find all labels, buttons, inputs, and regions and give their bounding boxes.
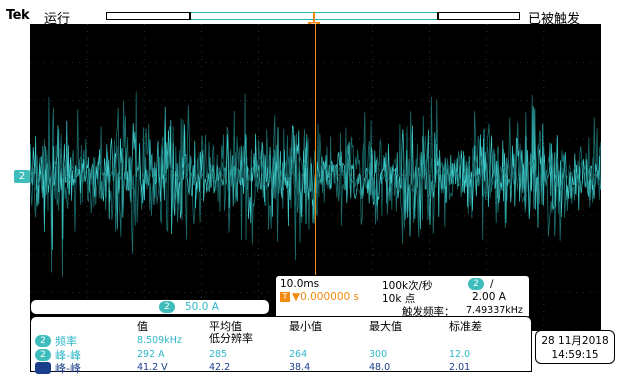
record-length-readout: 10k 点 — [382, 293, 416, 305]
trigger-slope-icon: ∕ — [490, 278, 494, 290]
sample-rate-readout: 100k次/秒 — [382, 280, 433, 292]
meas-row-ch-badge: 2 — [35, 335, 51, 347]
measurements-panel[interactable]: 值 平均值 最小值 最大值 标准差 低分辨率 2 频率 8.509kHz 2 峰… — [30, 316, 532, 375]
channel-scale-panel[interactable]: 2 50.0 A — [30, 299, 270, 315]
run-state-label[interactable]: 运行 — [44, 12, 71, 27]
meas-row-name[interactable]: 峰-峰 — [55, 349, 81, 362]
meas-header-mean: 平均值 — [209, 320, 242, 333]
meas-cell: 264 — [289, 349, 308, 360]
meas-cell: 48.0 — [369, 362, 391, 373]
meas-subheader-lowres: 低分辨率 — [209, 332, 253, 345]
trigger-frequency-label: 触发频率： — [402, 306, 455, 318]
meas-cell: 2.01 — [449, 362, 471, 373]
meas-header-min: 最小值 — [289, 320, 322, 333]
record-bar-ticks — [189, 12, 439, 22]
meas-cell: 292 A — [137, 349, 165, 360]
datetime-display[interactable]: 28 11月2018 14:59:15 — [535, 330, 615, 364]
meas-cell: 38.4 — [289, 362, 311, 373]
meas-row-ch-badge: 2 — [35, 349, 51, 361]
meas-row-ch-badge: 1 — [35, 362, 51, 374]
trigger-frequency-value: 7.49337kHz — [466, 305, 523, 316]
meas-cell: 42.2 — [209, 362, 231, 373]
trigger-channel-badge: 2 — [468, 278, 484, 290]
acquisition-info-panel[interactable]: 10.0ms 100k次/秒 2 ∕ T ▼0.000000 s 10k 点 2… — [275, 275, 530, 319]
date-text: 28 11月2018 — [541, 335, 609, 347]
meas-cell: 285 — [209, 349, 228, 360]
brand-logo: Tek — [6, 8, 30, 23]
trigger-state-label: 已被触发 — [528, 12, 581, 27]
ch2-ground-marker[interactable]: 2 — [14, 170, 30, 183]
scale-channel-badge: 2 — [159, 301, 175, 313]
meas-cell: 12.0 — [449, 349, 471, 360]
meas-cell: 8.509kHz — [137, 335, 182, 346]
meas-cell: 300 — [369, 349, 388, 360]
meas-header-max: 最大值 — [369, 320, 402, 333]
meas-row-name[interactable]: 峰-峰 — [55, 362, 81, 375]
meas-header-value: 值 — [137, 320, 148, 333]
trigger-delay-readout: ▼0.000000 s — [292, 291, 359, 303]
timebase-readout: 10.0ms — [280, 278, 320, 290]
time-text: 14:59:15 — [551, 349, 599, 361]
trigger-level-readout: 2.00 A — [472, 291, 506, 303]
trigger-delay-icon: T — [280, 292, 290, 302]
meas-cell: 41.2 V — [137, 362, 168, 373]
meas-header-stddev: 标准差 — [449, 320, 482, 333]
top-status-bar: Tek 运行 已被触发 — [0, 0, 619, 27]
scale-value: 50.0 A — [185, 301, 219, 313]
meas-row-name[interactable]: 频率 — [55, 335, 77, 348]
